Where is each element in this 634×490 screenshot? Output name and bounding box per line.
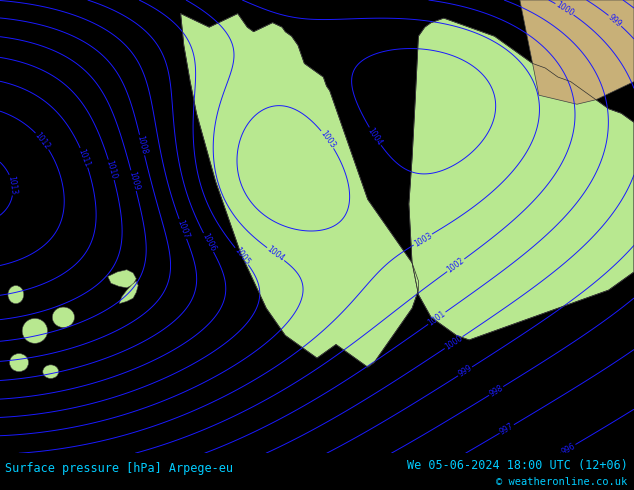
Text: 999: 999	[456, 364, 474, 379]
Polygon shape	[520, 0, 634, 104]
Text: 1000: 1000	[554, 0, 575, 18]
Text: Surface pressure [hPa] Arpege-eu: Surface pressure [hPa] Arpege-eu	[5, 462, 233, 475]
Ellipse shape	[43, 365, 58, 378]
Text: 1013: 1013	[6, 175, 18, 195]
Text: 1004: 1004	[265, 245, 286, 264]
Text: 1004: 1004	[366, 126, 384, 147]
Text: 1000: 1000	[443, 334, 464, 352]
Text: © weatheronline.co.uk: © weatheronline.co.uk	[496, 477, 628, 487]
Ellipse shape	[22, 318, 48, 343]
Text: 1005: 1005	[232, 246, 251, 267]
Polygon shape	[119, 281, 138, 304]
Polygon shape	[409, 18, 634, 340]
Text: 1009: 1009	[127, 170, 140, 191]
Text: 1003: 1003	[318, 129, 337, 150]
Text: 1011: 1011	[77, 147, 92, 168]
Ellipse shape	[52, 307, 75, 327]
Text: 997: 997	[498, 421, 515, 437]
Text: 1012: 1012	[33, 131, 52, 151]
Ellipse shape	[8, 286, 24, 304]
Text: 998: 998	[488, 383, 505, 398]
Text: 1003: 1003	[412, 231, 434, 248]
Text: We 05-06-2024 18:00 UTC (12+06): We 05-06-2024 18:00 UTC (12+06)	[407, 459, 628, 471]
Text: 996: 996	[560, 441, 577, 456]
Text: 1001: 1001	[426, 309, 447, 327]
Text: 1010: 1010	[105, 159, 119, 180]
Polygon shape	[181, 14, 418, 367]
Text: 1007: 1007	[175, 218, 190, 240]
Text: 1008: 1008	[136, 135, 149, 155]
Text: 1002: 1002	[445, 256, 466, 274]
Ellipse shape	[10, 354, 29, 371]
Text: 999: 999	[607, 13, 623, 29]
Polygon shape	[108, 270, 136, 288]
Text: 1006: 1006	[200, 232, 217, 253]
